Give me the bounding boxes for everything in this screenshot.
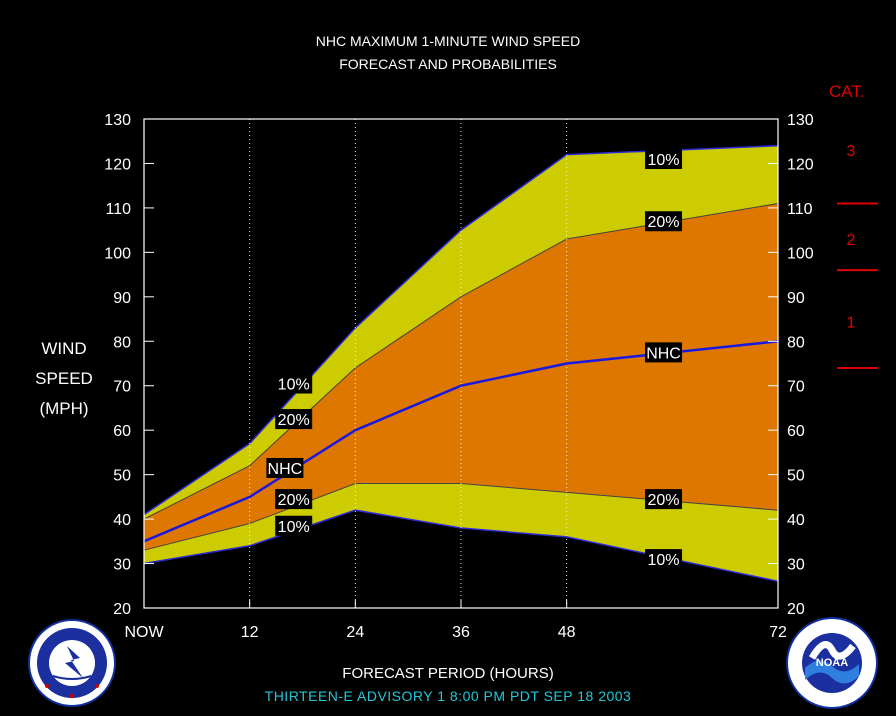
annotation-box	[645, 211, 683, 232]
series-line-10pct-lower	[143, 509, 779, 583]
annotation-box	[645, 489, 683, 510]
y-tick-label-left: 100	[104, 245, 131, 262]
chart-title-line-2: FORECAST AND PROBABILITIES	[339, 56, 557, 72]
x-tick-label: 72	[769, 624, 787, 641]
y-tick-label-right: 40	[787, 512, 805, 529]
chart-title-line-1: NHC MAXIMUM 1-MINUTE WIND SPEED	[315, 33, 581, 49]
category-label: 1	[847, 314, 856, 331]
nhc-forecast-line	[143, 340, 779, 543]
series-annotation-label: NHC	[268, 461, 303, 478]
x-tick-label: NOW	[124, 624, 164, 641]
series-annotation-label: 20%	[278, 492, 310, 509]
y-tick-label-left: 20	[113, 601, 131, 618]
x-tick-label: 36	[452, 624, 470, 641]
annotation-box	[645, 149, 683, 170]
series-annotation-label: 20%	[648, 214, 680, 231]
series-annotation-label: 10%	[278, 377, 310, 394]
x-axis-label: FORECAST PERIOD (HOURS)	[342, 665, 554, 682]
y-tick-label-right: 100	[787, 245, 814, 262]
y-tick-label-left: 120	[104, 156, 131, 173]
y-tick-label-right: 120	[787, 156, 814, 173]
y-tick-label-right: 50	[787, 468, 805, 485]
series-annotation-label: 10%	[648, 152, 680, 169]
category-label: 3	[847, 143, 856, 160]
y-tick-label-right: 130	[787, 112, 814, 129]
y-tick-label-right: 110	[787, 201, 813, 218]
series-annotation-label: 10%	[648, 552, 680, 569]
noaa-logo-text: NOAA	[816, 657, 848, 669]
nws-logo	[28, 619, 116, 707]
series-line-20pct-lower	[143, 483, 779, 551]
y-tick-label-left: 130	[104, 112, 131, 129]
y-tick-label-right: 60	[787, 423, 805, 440]
y-tick-label-left: 30	[113, 557, 131, 574]
y-tick-label-right: 80	[787, 334, 805, 351]
y-tick-label-right: 70	[787, 379, 805, 396]
x-tick-label: 48	[558, 624, 576, 641]
annotation-box	[645, 549, 683, 570]
y-tick-label-left: 50	[113, 468, 131, 485]
annotation-box	[275, 409, 313, 430]
y-axis-label-line-3: (MPH)	[39, 399, 89, 418]
annotation-box	[275, 515, 313, 536]
noaa-logo: NOAA	[786, 617, 878, 709]
annotation-box	[266, 457, 304, 478]
annotation-box	[275, 373, 313, 394]
y-tick-label-right: 20	[787, 601, 805, 618]
y-tick-label-left: 60	[113, 423, 131, 440]
x-tick-label: 12	[241, 624, 259, 641]
y-tick-label-right: 90	[787, 290, 805, 307]
y-axis-label-line-1: WIND	[41, 339, 87, 358]
series-annotation-label: 20%	[648, 492, 680, 509]
y-axis-label-line-2: SPEED	[35, 369, 93, 388]
y-tick-label-left: 70	[113, 379, 131, 396]
annotation-box	[645, 342, 683, 363]
series-annotation-label: NHC	[646, 345, 681, 362]
y-tick-label-right: 30	[787, 557, 805, 574]
annotation-box	[275, 489, 313, 510]
y-tick-label-left: 90	[113, 290, 131, 307]
category-title: CAT.	[829, 82, 865, 101]
series-line-20pct-upper	[143, 203, 779, 520]
y-tick-label-left: 80	[113, 334, 131, 351]
series-annotation-label: 10%	[278, 519, 310, 536]
x-tick-label: 24	[346, 624, 364, 641]
y-tick-label-left: 110	[105, 201, 131, 218]
category-label: 2	[847, 232, 856, 249]
series-annotation-label: 20%	[278, 412, 310, 429]
advisory-line: THIRTEEN-E ADVISORY 1 8:00 PM PDT SEP 18…	[264, 688, 632, 704]
series-line-10pct-upper	[143, 144, 779, 516]
y-tick-label-left: 40	[113, 512, 131, 529]
